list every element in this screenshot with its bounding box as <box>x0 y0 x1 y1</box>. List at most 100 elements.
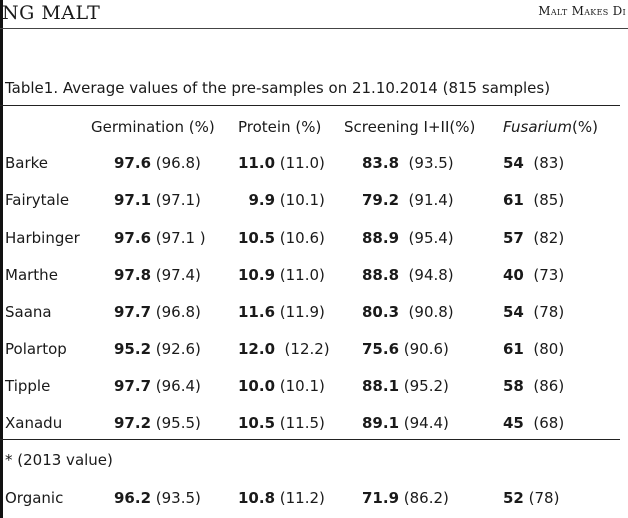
fusarium-previous: (85) <box>523 191 565 209</box>
germination-value: 97.7 <box>114 377 152 395</box>
screening-previous: (90.8) <box>399 303 454 321</box>
screening-cell: 75.6 (90.6) <box>362 337 449 361</box>
germination-value: 97.6 <box>114 154 152 172</box>
protein-cell: 10.9 (11.0) <box>238 263 325 287</box>
table-row: Xanadu 97.2 (95.5) 10.5 (11.5) 89.1 (94.4) 4… <box>0 411 628 435</box>
germination-previous: (93.5) <box>151 489 201 507</box>
screening-previous: (94.4) <box>399 414 449 432</box>
germination-value: 95.2 <box>114 340 152 358</box>
protein-value: 9.9 <box>238 191 276 209</box>
logo-text: NG MALT <box>2 2 101 24</box>
fusarium-cell: 61 (80) <box>503 337 564 361</box>
table-header-row: Germination (%) Protein (%) Screening I+… <box>0 115 628 139</box>
table-row: Saana 97.7 (96.8) 11.6 (11.9) 80.3 (90.8) 54… <box>0 300 628 324</box>
fusarium-previous: (78) <box>523 489 560 507</box>
table-row: Polartop 95.2 (92.6) 12.0 (12.2) 75.6 (90.6… <box>0 337 628 361</box>
header-screening: Screening I+II(%) <box>344 118 476 136</box>
fusarium-value: 61 <box>503 191 524 209</box>
variety-name: Saana <box>5 303 52 321</box>
germination-previous: (95.5) <box>151 414 201 432</box>
left-border-line <box>0 0 3 518</box>
protein-previous: (12.2) <box>275 340 330 358</box>
protein-value: 12.0 <box>238 340 276 358</box>
protein-value: 10.9 <box>238 266 276 284</box>
germination-cell: 97.6 (97.1 ) <box>114 226 206 250</box>
header-divider <box>0 28 628 29</box>
germination-value: 97.1 <box>114 191 152 209</box>
screening-value: 80.3 <box>362 303 400 321</box>
header-fusarium-suffix: (%) <box>572 118 598 136</box>
fusarium-value: 45 <box>503 414 524 432</box>
fusarium-value: 40 <box>503 266 524 284</box>
protein-cell: 10.5 (11.5) <box>238 411 325 435</box>
screening-previous: (95.4) <box>399 229 454 247</box>
protein-cell: 11.0 (11.0) <box>238 151 325 175</box>
fusarium-previous: (68) <box>523 414 565 432</box>
germination-value: 97.7 <box>114 303 152 321</box>
screening-previous: (93.5) <box>399 154 454 172</box>
screening-previous: (94.8) <box>399 266 454 284</box>
germination-cell: 96.2 (93.5) <box>114 486 201 510</box>
protein-value: 11.0 <box>238 154 276 172</box>
germination-cell: 97.2 (95.5) <box>114 411 201 435</box>
protein-previous: (11.9) <box>275 303 325 321</box>
protein-cell: 10.0 (10.1) <box>238 374 325 398</box>
screening-value: 89.1 <box>362 414 400 432</box>
screening-value: 88.1 <box>362 377 400 395</box>
germination-value: 97.8 <box>114 266 152 284</box>
screening-previous: (91.4) <box>399 191 454 209</box>
fusarium-value: 57 <box>503 229 524 247</box>
table-row: Harbinger 97.6 (97.1 ) 10.5 (10.6) 88.9 (95… <box>0 226 628 250</box>
germination-previous: (97.4) <box>151 266 201 284</box>
variety-name: Xanadu <box>5 414 63 432</box>
germination-previous: (92.6) <box>151 340 201 358</box>
protein-value: 10.0 <box>238 377 276 395</box>
fusarium-previous: (82) <box>523 229 565 247</box>
screening-value: 83.8 <box>362 154 400 172</box>
variety-name: Organic <box>5 489 64 507</box>
screening-value: 88.9 <box>362 229 400 247</box>
screening-previous: (86.2) <box>399 489 449 507</box>
table-footnote: * (2013 value) <box>5 451 113 469</box>
header-protein: Protein (%) <box>238 118 322 136</box>
protein-previous: (11.2) <box>275 489 325 507</box>
fusarium-cell: 57 (82) <box>503 226 564 250</box>
screening-cell: 80.3 (90.8) <box>362 300 454 324</box>
germination-value: 97.2 <box>114 414 152 432</box>
header-fusarium: Fusarium(%) <box>503 115 598 139</box>
germination-cell: 97.8 (97.4) <box>114 263 201 287</box>
table-top-rule <box>0 105 620 106</box>
protein-cell: 10.5 (10.6) <box>238 226 325 250</box>
variety-name: Harbinger <box>5 229 80 247</box>
screening-value: 88.8 <box>362 266 400 284</box>
fusarium-previous: (80) <box>523 340 565 358</box>
table-bottom-rule <box>0 439 620 440</box>
table-caption: Table1. Average values of the pre-sample… <box>5 79 551 97</box>
variety-name: Tipple <box>5 377 51 395</box>
variety-name: Marthe <box>5 266 58 284</box>
fusarium-cell: 40 (73) <box>503 263 564 287</box>
screening-cell: 79.2 (91.4) <box>362 188 454 212</box>
fusarium-value: 54 <box>503 303 524 321</box>
screening-previous: (90.6) <box>399 340 449 358</box>
protein-previous: (10.6) <box>275 229 325 247</box>
tagline: Malt Makes Di <box>538 4 626 18</box>
fusarium-previous: (86) <box>523 377 565 395</box>
germination-cell: 97.7 (96.4) <box>114 374 201 398</box>
protein-previous: (11.0) <box>275 154 325 172</box>
screening-value: 79.2 <box>362 191 400 209</box>
protein-previous: (11.0) <box>275 266 325 284</box>
table-row: Barke 97.6 (96.8) 11.0 (11.0) 83.8 (93.5) 54… <box>0 151 628 175</box>
screening-cell: 89.1 (94.4) <box>362 411 449 435</box>
protein-previous: (10.1) <box>275 377 325 395</box>
screening-cell: 88.9 (95.4) <box>362 226 454 250</box>
protein-cell: 12.0 (12.2) <box>238 337 330 361</box>
fusarium-cell: 58 (86) <box>503 374 564 398</box>
fusarium-cell: 54 (83) <box>503 151 564 175</box>
screening-value: 75.6 <box>362 340 400 358</box>
header-germination: Germination (%) <box>91 118 215 136</box>
table-row: Marthe 97.8 (97.4) 10.9 (11.0) 88.8 (94.8) 4… <box>0 263 628 287</box>
germination-previous: (96.8) <box>151 154 201 172</box>
table-row: Tipple 97.7 (96.4) 10.0 (10.1) 88.1 (95.2) 5… <box>0 374 628 398</box>
variety-name: Polartop <box>5 340 67 358</box>
